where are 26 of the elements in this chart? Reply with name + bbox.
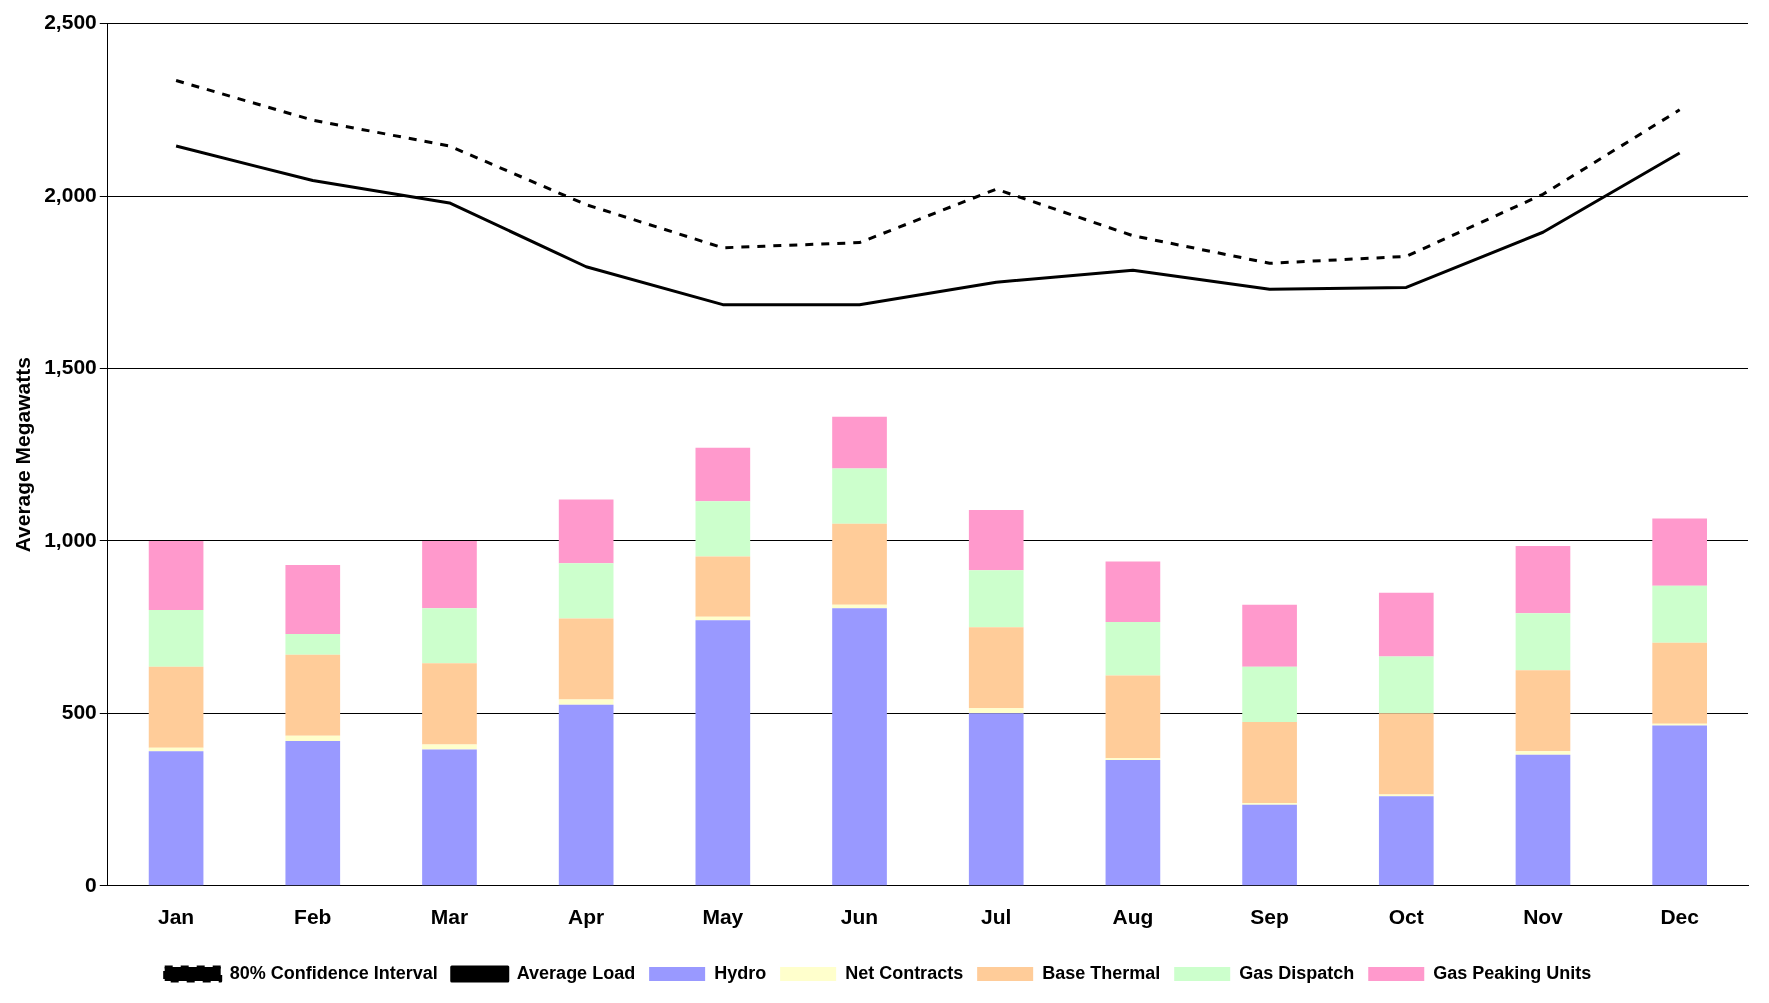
legend-label: Average Load <box>516 962 636 983</box>
y-tick-label: 500 <box>61 700 97 724</box>
x-tick-label: Apr <box>568 905 605 929</box>
legend-label: Net Contracts <box>845 962 964 983</box>
x-tick-label: Nov <box>1523 905 1564 929</box>
x-tick-label: May <box>702 905 744 929</box>
y-tick-label: 2,000 <box>44 182 97 206</box>
legend-label: 80% Confidence Interval <box>229 962 438 983</box>
legend-label: Gas Dispatch <box>1239 962 1355 983</box>
legend-label: Base Thermal <box>1042 962 1161 983</box>
legend-label: Gas Peaking Units <box>1433 962 1592 983</box>
y-tick-label: 1,000 <box>44 527 97 551</box>
x-tick-label: Mar <box>430 905 469 929</box>
y-tick-label: 1,500 <box>44 355 97 379</box>
x-tick-label: Jul <box>981 905 1012 929</box>
x-tick-label: Dec <box>1660 905 1700 929</box>
y-tick-label: 2,500 <box>44 10 97 34</box>
x-tick-label: Oct <box>1388 905 1424 929</box>
x-tick-label: Aug <box>1112 905 1154 929</box>
x-tick-label: Sep <box>1250 905 1289 929</box>
x-tick-label: Feb <box>294 905 332 929</box>
y-tick-label: 0 <box>85 872 97 896</box>
legend-label: Hydro <box>714 962 767 983</box>
y-axis-title: Average Megawatts <box>11 357 35 553</box>
x-tick-label: Jan <box>158 905 195 929</box>
x-tick-label: Jun <box>840 905 879 929</box>
